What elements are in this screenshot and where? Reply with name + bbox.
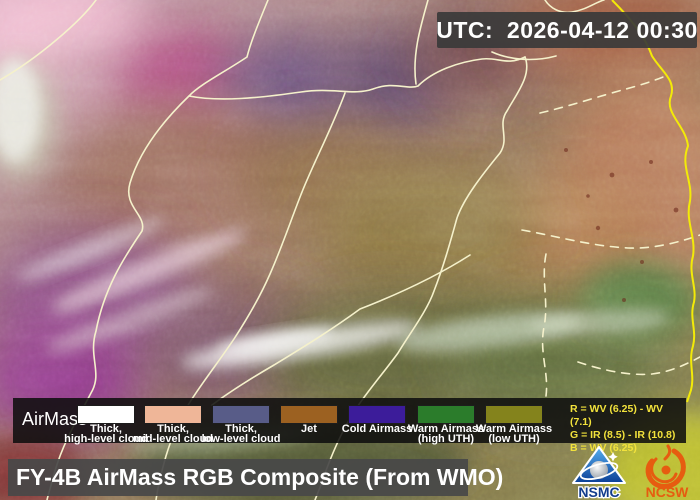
legend-label: low-level cloud xyxy=(201,432,281,445)
legend-label: Cold Airmass xyxy=(341,423,413,435)
legend-item-thick-low: Thick, low-level cloud xyxy=(202,405,280,444)
speckles xyxy=(564,148,679,302)
legend-swatch-jet xyxy=(280,405,338,424)
legend-item-cold-airmass: Cold Airmass xyxy=(342,405,412,435)
legend-swatch-thick-high xyxy=(77,405,135,424)
legend-swatch-warm-low-uth xyxy=(485,405,543,424)
legend-title: AirMass xyxy=(22,409,88,429)
legend-swatch-warm-high-uth xyxy=(417,405,475,424)
product-title: FY-4B AirMass RGB Composite (From WMO) xyxy=(16,464,504,490)
utc-timestamp-text: UTC: 2026-04-12 00:30 xyxy=(436,16,698,43)
nsmc-logo-text: NSMC xyxy=(578,484,619,500)
ncsw-logo-text: NCSW xyxy=(646,484,690,500)
legend-label: Jet xyxy=(301,423,317,435)
legend-swatch-cold-airmass xyxy=(348,405,406,424)
legend-label: mid-level cloud xyxy=(132,432,214,445)
ncsw-phoenix-icon xyxy=(645,444,686,489)
legend-item-warm-low-uth: Warm Airmass (low UTH) xyxy=(476,405,552,445)
legend-item-jet: Jet xyxy=(280,405,338,435)
dashed-border-lines xyxy=(521,76,700,397)
legend-item-thick-mid: Thick, mid-level cloud xyxy=(133,405,213,444)
ncsw-logo: NCSW xyxy=(645,444,690,500)
legend-swatch-thick-mid xyxy=(144,405,202,424)
legend-label: (high UTH) xyxy=(417,432,475,445)
nsmc-orbit-icon xyxy=(579,461,619,481)
formula-red: R = WV (6.25) - WV (7.1) xyxy=(570,403,664,428)
legend-swatch-thick-low xyxy=(212,405,270,424)
legend-label: Thick, xyxy=(157,423,189,435)
product-title-bar: FY-4B AirMass RGB Composite (From WMO) xyxy=(8,459,503,496)
province-border-lines xyxy=(0,0,605,500)
utc-timestamp: UTC: 2026-04-12 00:30 xyxy=(436,12,698,48)
legend-label: Thick, xyxy=(90,423,122,435)
formula-green: G = IR (8.5) - IR (10.8) xyxy=(570,429,676,441)
legend-label: Thick, xyxy=(225,423,257,435)
legend-item-warm-high-uth: Warm Airmass (high UTH) xyxy=(408,405,484,445)
nsmc-star-icon xyxy=(608,452,618,462)
legend-label: Warm Airmass xyxy=(475,423,553,435)
rgb-formula-block: R = WV (6.25) - WV (7.1) G = IR (8.5) - … xyxy=(570,403,686,455)
airmass-legend: AirMass Thick, high-level cloud Thick, m… xyxy=(13,398,686,454)
legend-label: high-level cloud xyxy=(64,432,148,445)
legend-label: Warm Airmass xyxy=(407,423,485,435)
national-border-line xyxy=(611,0,696,403)
legend-label: (low UTH) xyxy=(488,432,540,445)
nsmc-logo: NSMC xyxy=(572,446,626,500)
formula-blue: B = WV (6.25) xyxy=(570,442,637,454)
legend-item-thick-high: Thick, high-level cloud xyxy=(64,405,148,444)
